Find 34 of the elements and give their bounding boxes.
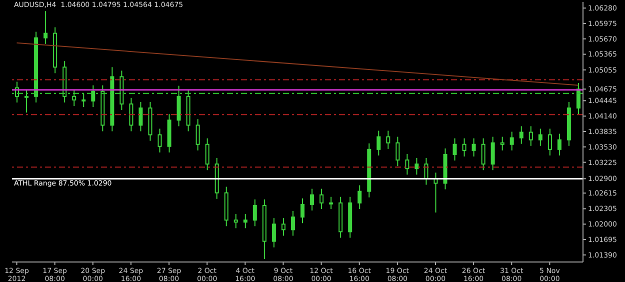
candlestick xyxy=(44,10,48,44)
candlestick xyxy=(281,218,286,236)
candlestick xyxy=(490,136,495,171)
candlestick xyxy=(376,130,381,156)
candlestick xyxy=(158,128,162,153)
candlestick xyxy=(358,184,362,210)
candlestick xyxy=(548,128,552,156)
candlestick xyxy=(557,133,562,156)
candlestick xyxy=(320,188,324,210)
candlestick xyxy=(510,131,514,151)
candlestick xyxy=(519,126,524,144)
candlestick xyxy=(452,138,457,162)
candlestick xyxy=(272,218,276,248)
candlestick xyxy=(500,136,504,151)
candlestick xyxy=(396,136,400,167)
candlestick xyxy=(405,153,410,176)
candlestick xyxy=(138,101,143,132)
candlestick xyxy=(310,188,314,212)
candlestick xyxy=(414,158,419,176)
candlestick xyxy=(234,214,238,229)
candlestick xyxy=(472,138,476,157)
candlestick xyxy=(329,196,334,210)
candlestick xyxy=(300,198,304,224)
candlestick xyxy=(252,198,257,227)
candlestick xyxy=(538,128,542,146)
candlestick xyxy=(481,138,486,171)
candlestick xyxy=(196,118,200,151)
candlestick xyxy=(205,138,210,171)
candlestick xyxy=(129,97,134,132)
candlestick xyxy=(243,214,248,229)
candlestick xyxy=(290,210,295,236)
candlestick xyxy=(462,138,466,157)
candlestick xyxy=(528,126,533,146)
candlestick xyxy=(386,130,390,150)
